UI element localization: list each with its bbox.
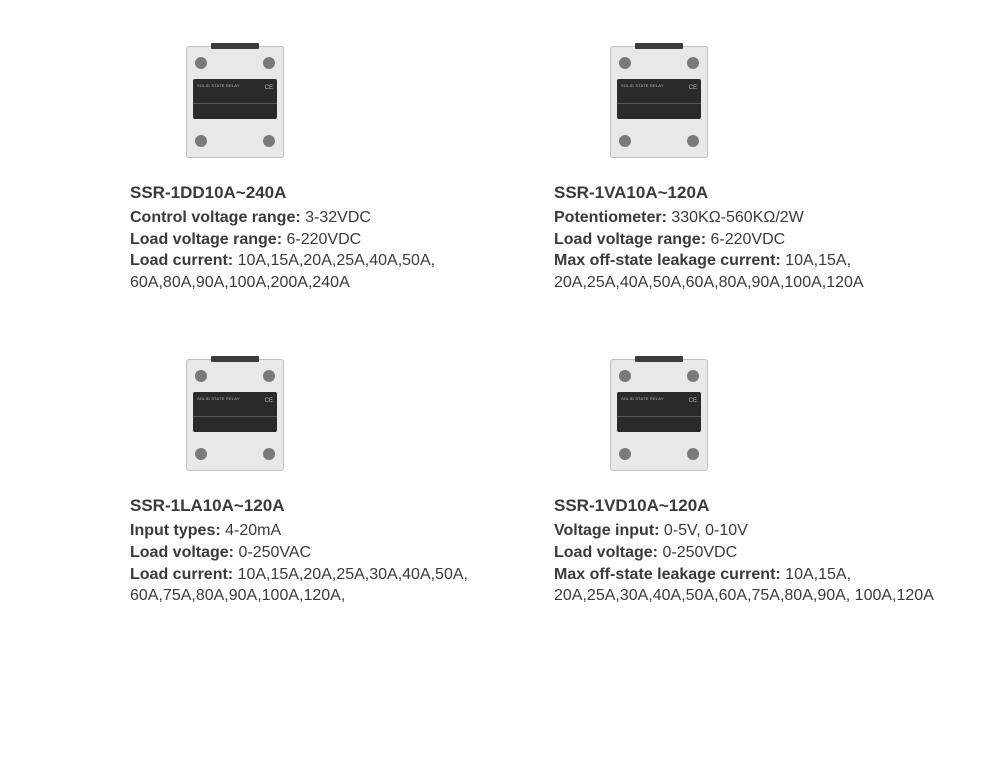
- product-cell: SOLID STATE RELAY CE SSR-1DD10A~240A Con…: [130, 40, 514, 293]
- spec-label: Load voltage range:: [554, 231, 706, 248]
- product-title: SSR-1LA10A~120A: [130, 496, 514, 516]
- product-spec: Load voltage: 0-250VAC: [130, 542, 514, 564]
- product-spec: Max off-state leakage current: 10A,15A, …: [554, 250, 938, 293]
- product-cell: SOLID STATE RELAY CE SSR-1VD10A~120A Vol…: [554, 353, 938, 606]
- relay-icon: SOLID STATE RELAY CE: [186, 46, 284, 158]
- ce-mark: CE: [689, 398, 697, 404]
- product-spec: Load current: 10A,15A,20A,25A,30A,40A,50…: [130, 564, 514, 607]
- product-image: SOLID STATE RELAY CE: [604, 353, 714, 478]
- label-tiny-text: SOLID STATE RELAY: [621, 83, 664, 88]
- spec-label: Voltage input:: [554, 522, 659, 539]
- product-title: SSR-1VD10A~120A: [554, 496, 938, 516]
- spec-label: Load voltage:: [130, 544, 234, 561]
- product-spec: Voltage input: 0-5V, 0-10V: [554, 520, 938, 542]
- spec-value: 0-250VAC: [234, 544, 311, 561]
- spec-label: Load current:: [130, 566, 233, 583]
- spec-value: 3-32VDC: [301, 209, 371, 226]
- product-image: SOLID STATE RELAY CE: [180, 353, 290, 478]
- ce-mark: CE: [265, 398, 273, 404]
- product-image: SOLID STATE RELAY CE: [604, 40, 714, 165]
- relay-icon: SOLID STATE RELAY CE: [610, 46, 708, 158]
- spec-label: Potentiometer:: [554, 209, 667, 226]
- spec-value: 6-220VDC: [706, 231, 785, 248]
- spec-value: 330KΩ-560KΩ/2W: [667, 209, 804, 226]
- product-spec: Load voltage range: 6-220VDC: [130, 229, 514, 251]
- product-spec: Control voltage range: 3-32VDC: [130, 207, 514, 229]
- spec-value: 0-5V, 0-10V: [659, 522, 747, 539]
- relay-icon: SOLID STATE RELAY CE: [610, 359, 708, 471]
- spec-label: Load current:: [130, 252, 233, 269]
- label-tiny-text: SOLID STATE RELAY: [621, 396, 664, 401]
- product-spec: Load voltage range: 6-220VDC: [554, 229, 938, 251]
- label-tiny-text: SOLID STATE RELAY: [197, 396, 240, 401]
- product-title: SSR-1VA10A~120A: [554, 183, 938, 203]
- relay-icon: SOLID STATE RELAY CE: [186, 359, 284, 471]
- spec-label: Input types:: [130, 522, 221, 539]
- spec-label: Max off-state leakage current:: [554, 252, 781, 269]
- product-spec: Load current: 10A,15A,20A,25A,40A,50A, 6…: [130, 250, 514, 293]
- label-tiny-text: SOLID STATE RELAY: [197, 83, 240, 88]
- product-grid: SOLID STATE RELAY CE SSR-1DD10A~240A Con…: [0, 0, 988, 637]
- product-spec: Potentiometer: 330KΩ-560KΩ/2W: [554, 207, 938, 229]
- product-title: SSR-1DD10A~240A: [130, 183, 514, 203]
- product-cell: SOLID STATE RELAY CE SSR-1LA10A~120A Inp…: [130, 353, 514, 606]
- spec-value: 6-220VDC: [282, 231, 361, 248]
- spec-label: Control voltage range:: [130, 209, 301, 226]
- spec-label: Max off-state leakage current:: [554, 566, 781, 583]
- product-image: SOLID STATE RELAY CE: [180, 40, 290, 165]
- product-spec: Load voltage: 0-250VDC: [554, 542, 938, 564]
- spec-value: 0-250VDC: [658, 544, 737, 561]
- product-spec: Input types: 4-20mA: [130, 520, 514, 542]
- spec-label: Load voltage:: [554, 544, 658, 561]
- ce-mark: CE: [265, 85, 273, 91]
- ce-mark: CE: [689, 85, 697, 91]
- spec-value: 4-20mA: [221, 522, 281, 539]
- product-cell: SOLID STATE RELAY CE SSR-1VA10A~120A Pot…: [554, 40, 938, 293]
- product-spec: Max off-state leakage current: 10A,15A, …: [554, 564, 938, 607]
- spec-label: Load voltage range:: [130, 231, 282, 248]
